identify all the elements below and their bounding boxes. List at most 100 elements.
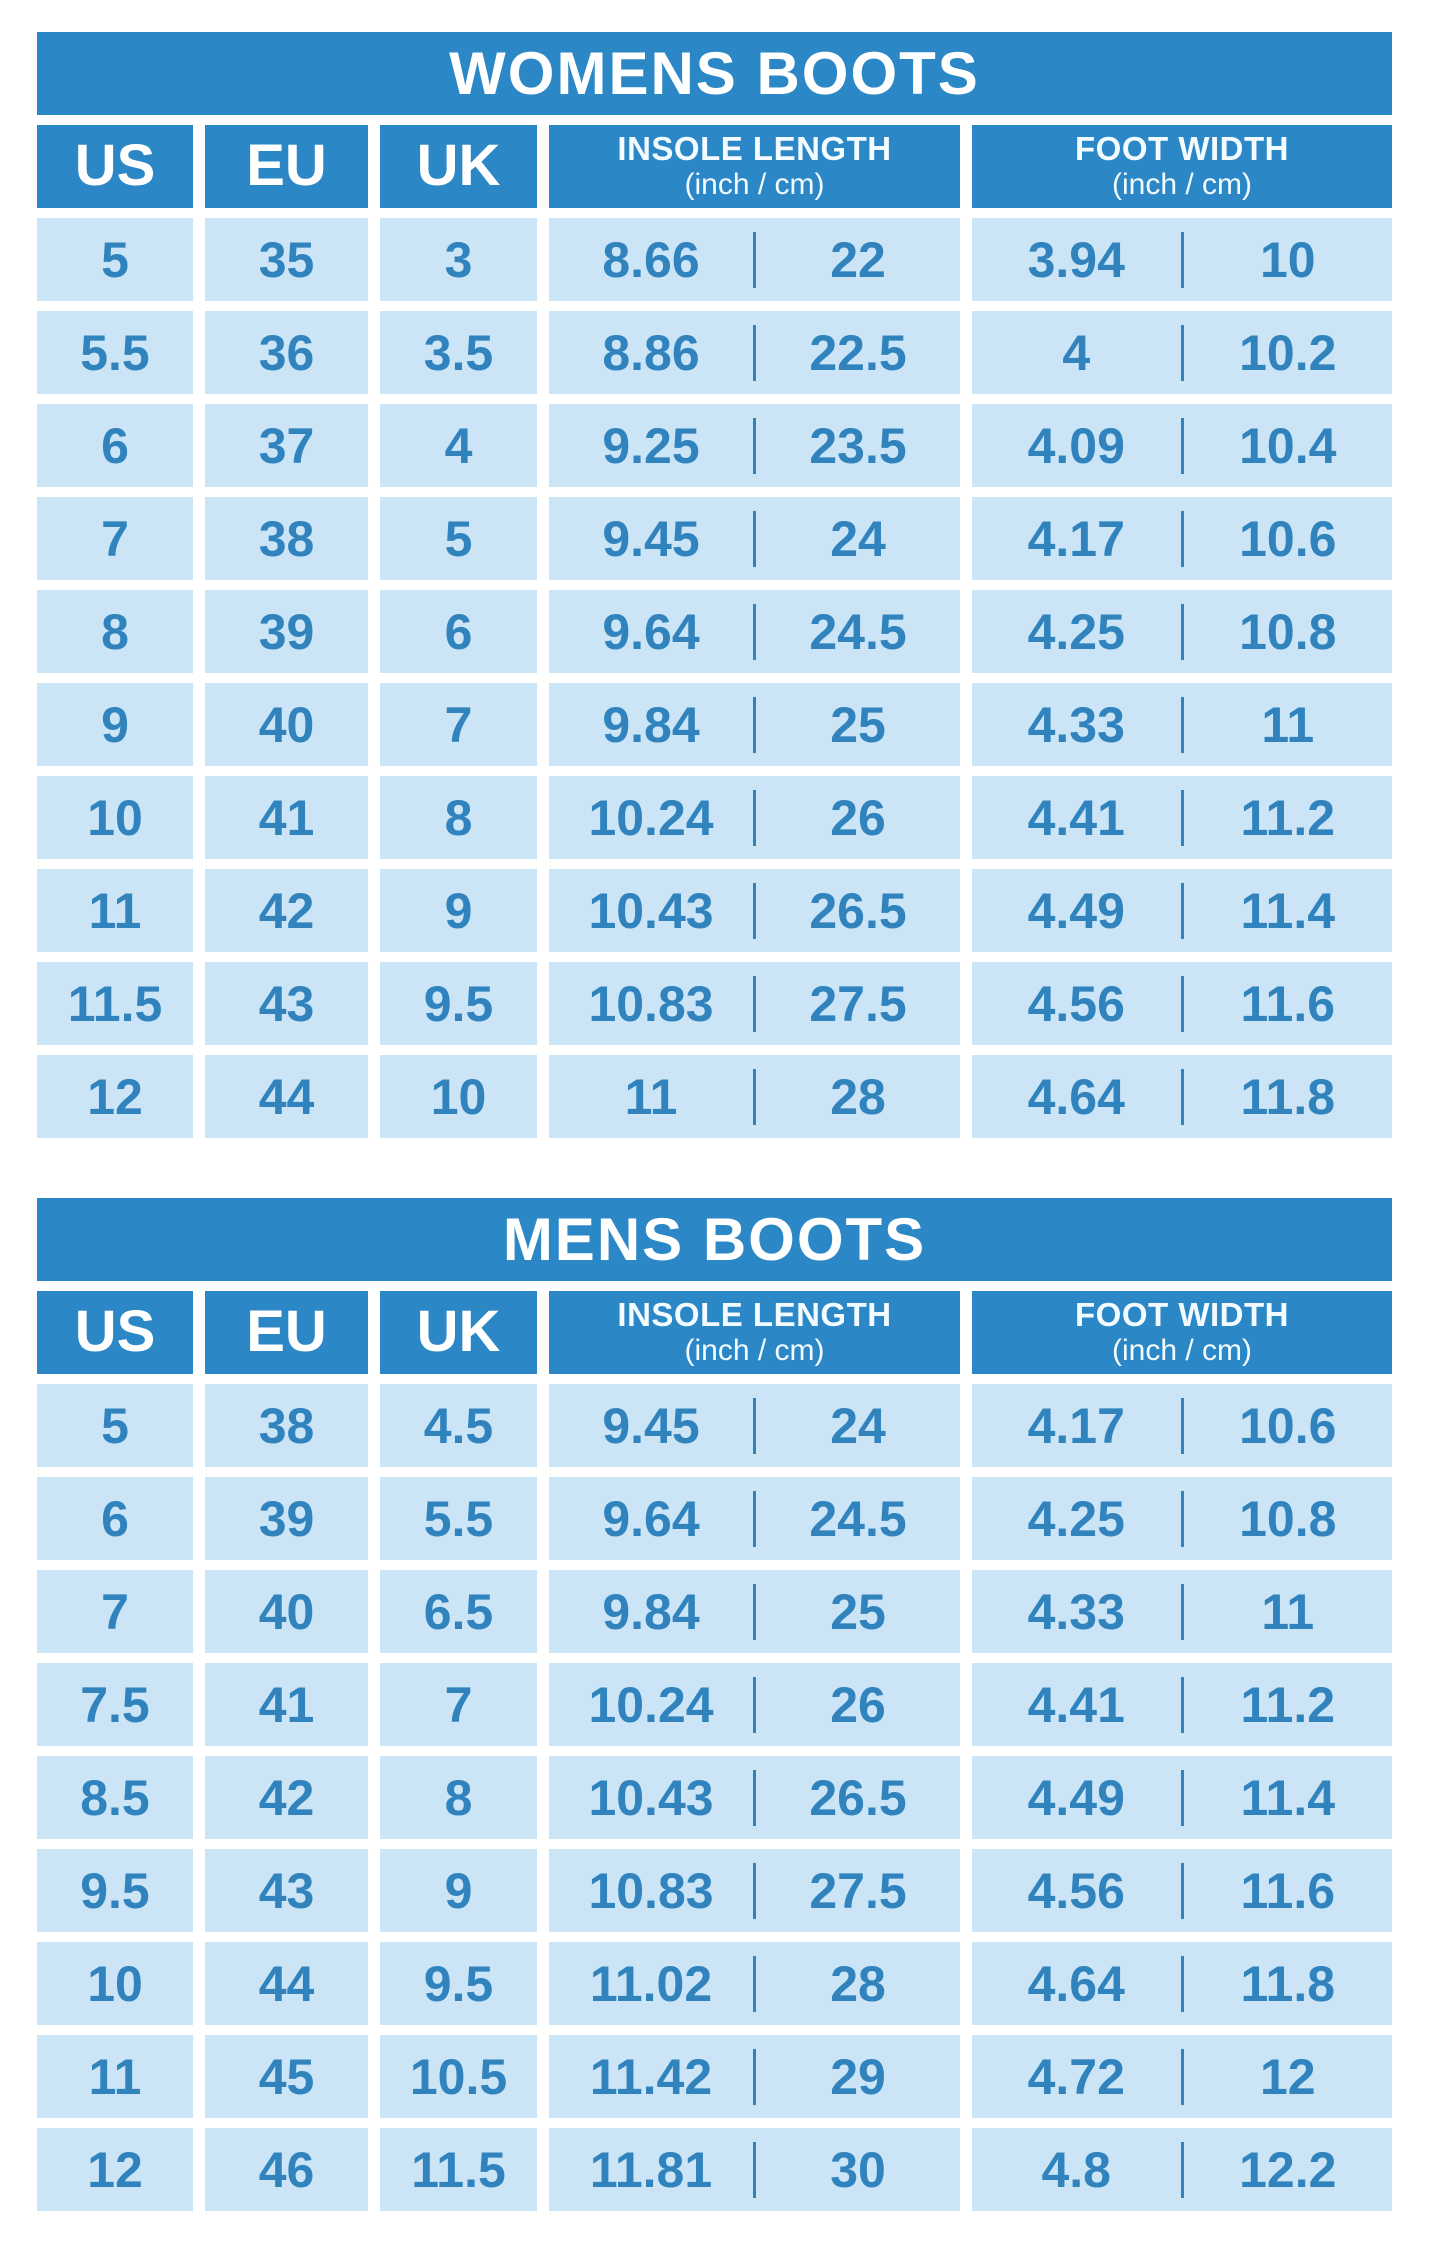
divider-line (1180, 789, 1184, 846)
insole-inch-value: 9.45 (602, 1397, 700, 1454)
uk-size-cell: 5 (380, 497, 537, 580)
foot-width-cell: 3.94 10 (972, 218, 1392, 301)
insole-cell: 10.43 26.5 (549, 869, 960, 952)
insole-cm-value: 25 (830, 696, 886, 753)
divider-line (753, 696, 756, 753)
uk-size-cell: 4 (380, 404, 537, 487)
foot-width-cell: 4 10.2 (972, 311, 1392, 394)
divider-line (753, 324, 756, 381)
foot-width-cm-value: 10.4 (1239, 417, 1337, 474)
insole-inch-value: 10.83 (588, 1862, 714, 1919)
foot-width-inch-value: 4.56 (1027, 1862, 1125, 1919)
uk-size-cell: 4.5 (380, 1384, 537, 1467)
divider-line (753, 1583, 756, 1640)
foot-width-inch-value: 4.25 (1027, 1490, 1125, 1547)
divider-line (753, 603, 756, 660)
insole-inch-value: 9.64 (602, 1490, 700, 1547)
foot-width-cell: 4.33 11 (972, 1570, 1392, 1653)
divider-line (1180, 231, 1184, 288)
uk-size-cell: 11.5 (380, 2128, 537, 2211)
us-size-cell: 10 (37, 776, 193, 859)
insole-cm-value: 24 (830, 510, 886, 567)
insole-cell: 9.84 25 (549, 683, 960, 766)
foot-width-header-sublabel: (inch / cm) (1111, 168, 1252, 202)
uk-size-cell: 10 (380, 1055, 537, 1138)
divider-line (753, 1676, 756, 1733)
insole-cm-value: 26.5 (809, 1769, 907, 1826)
divider-line (753, 975, 756, 1032)
insole-length-column-header: INSOLE LENGTH (inch / cm) (549, 125, 960, 208)
foot-width-inch-value: 4.64 (1027, 1955, 1125, 2012)
foot-width-inch-value: 4.72 (1027, 2048, 1125, 2105)
insole-inch-value: 10.83 (588, 975, 714, 1032)
foot-width-cell: 4.8 12.2 (972, 2128, 1392, 2211)
insole-length-header-sublabel: (inch / cm) (684, 1334, 825, 1368)
uk-size-cell: 6 (380, 590, 537, 673)
divider-line (1180, 1769, 1184, 1826)
foot-width-inch-value: 4.33 (1027, 1583, 1125, 1640)
insole-cell: 10.24 26 (549, 1663, 960, 1746)
divider-line (753, 1769, 756, 1826)
foot-width-inch-value: 3.94 (1027, 231, 1125, 288)
eu-size-cell: 46 (205, 2128, 368, 2211)
foot-width-cell: 4.41 11.2 (972, 1663, 1392, 1746)
eu-size-cell: 43 (205, 962, 368, 1045)
foot-width-cell: 4.09 10.4 (972, 404, 1392, 487)
divider-line (753, 510, 756, 567)
insole-inch-value: 11.42 (589, 2048, 713, 2105)
eu-size-cell: 36 (205, 311, 368, 394)
foot-width-cm-value: 11.6 (1240, 1862, 1336, 1919)
us-size-cell: 5 (37, 1384, 193, 1467)
insole-cm-value: 26 (830, 789, 886, 846)
insole-inch-value: 8.66 (602, 231, 700, 288)
foot-width-cm-value: 12 (1259, 2048, 1316, 2105)
insole-cell: 11 28 (549, 1055, 960, 1138)
us-size-cell: 9.5 (37, 1849, 193, 1932)
foot-width-cell: 4.25 10.8 (972, 590, 1392, 673)
insole-length-header-label: INSOLE LENGTH (617, 1296, 892, 1334)
foot-width-cell: 4.17 10.6 (972, 1384, 1392, 1467)
eu-header-label: EU (246, 1299, 327, 1365)
insole-cm-value: 24 (830, 1397, 886, 1454)
uk-size-cell: 8 (380, 1756, 537, 1839)
divider-line (1180, 882, 1184, 939)
insole-cm-value: 26 (830, 1676, 886, 1733)
foot-width-inch-value: 4.41 (1027, 789, 1125, 846)
foot-width-cm-value: 11 (1261, 1583, 1315, 1640)
divider-line (753, 417, 756, 474)
eu-column-header: EU (205, 1291, 368, 1374)
foot-width-header-sublabel: (inch / cm) (1111, 1334, 1252, 1368)
insole-cm-value: 24.5 (809, 603, 907, 660)
foot-width-cell: 4.17 10.6 (972, 497, 1392, 580)
divider-line (1180, 2141, 1184, 2198)
divider-line (753, 1068, 756, 1125)
insole-cm-value: 27.5 (809, 975, 907, 1032)
insole-inch-value: 10.24 (588, 1676, 714, 1733)
eu-size-cell: 44 (205, 1055, 368, 1138)
insole-cm-value: 30 (830, 2141, 886, 2198)
insole-inch-value: 9.64 (602, 603, 700, 660)
divider-line (1180, 417, 1184, 474)
uk-size-cell: 3.5 (380, 311, 537, 394)
insole-inch-value: 10.43 (588, 882, 714, 939)
eu-size-cell: 45 (205, 2035, 368, 2118)
divider-line (1180, 510, 1184, 567)
us-size-cell: 12 (37, 2128, 193, 2211)
uk-header-label: UK (416, 133, 501, 199)
table-title: MENS BOOTS (37, 1198, 1392, 1281)
foot-width-inch-value: 4.17 (1027, 510, 1125, 567)
insole-cm-value: 27.5 (809, 1862, 907, 1919)
foot-width-inch-value: 4.41 (1027, 1676, 1125, 1733)
foot-width-inch-value: 4.49 (1027, 1769, 1125, 1826)
foot-width-inch-value: 4.25 (1027, 603, 1125, 660)
insole-cell: 11.42 29 (549, 2035, 960, 2118)
eu-size-cell: 37 (205, 404, 368, 487)
divider-line (1180, 1583, 1184, 1640)
eu-header-label: EU (246, 133, 327, 199)
foot-width-cm-value: 11.6 (1240, 975, 1336, 1032)
foot-width-cell: 4.72 12 (972, 2035, 1392, 2118)
insole-cm-value: 29 (830, 2048, 886, 2105)
insole-cell: 8.66 22 (549, 218, 960, 301)
foot-width-cell: 4.33 11 (972, 683, 1392, 766)
